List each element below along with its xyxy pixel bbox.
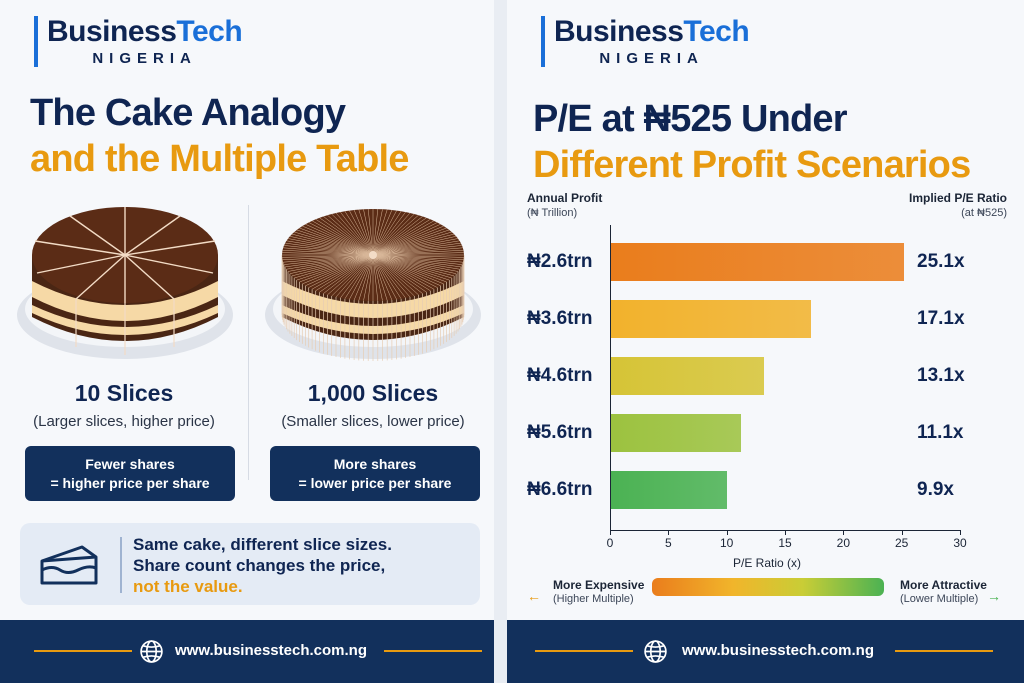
legend-right: More Attractive (Lower Multiple): [900, 578, 987, 606]
x-tick: [726, 530, 728, 535]
brand-logo-right: BusinessTech NIGERIA: [541, 15, 750, 67]
x-tick-label: 10: [719, 536, 734, 550]
legend-left-label: More Expensive: [553, 578, 645, 592]
cake-1000-box-line2: = lower price per share: [298, 475, 452, 491]
bar: [611, 243, 904, 281]
arrow-right-icon: →: [987, 588, 1001, 604]
value-label: 11.1x: [917, 422, 964, 443]
right-title: P/E at ₦525 Under Different Profit Scena…: [533, 96, 971, 188]
value-label: 9.9x: [917, 479, 954, 500]
footer-rule-right: [384, 650, 482, 652]
arrow-left-icon: ←: [527, 588, 541, 604]
globe-icon: [140, 640, 163, 663]
left-title: The Cake Analogy and the Multiple Table: [30, 90, 409, 182]
cake-1000-subtitle: (Smaller slices, lower price): [281, 413, 465, 430]
brand-sub: NIGERIA: [599, 50, 704, 67]
value-header: Implied P/E Ratio (at ₦525): [887, 191, 1007, 221]
cake-10-slices-illustration: [17, 207, 233, 359]
value-label: 25.1x: [917, 251, 965, 272]
x-axis-label: P/E Ratio (x): [732, 556, 801, 570]
bar: [611, 357, 764, 395]
cake-1000-share-box: More shares = lower price per share: [270, 446, 480, 501]
brand-name-b: Tech: [176, 15, 243, 48]
category-label: ₦2.6trn: [527, 251, 593, 272]
footer-rule-left: [34, 650, 132, 652]
brand-name-a: Business: [47, 15, 177, 48]
footer-url-link[interactable]: www.businesstech.com.ng: [175, 642, 367, 659]
left-title-line1: The Cake Analogy: [30, 92, 346, 134]
bar: [611, 300, 811, 338]
y-axis-line: [610, 225, 611, 530]
cake-1000-box-line1: More shares: [333, 456, 417, 472]
bar: [611, 471, 727, 509]
legend-left-sub: (Higher Multiple): [553, 593, 634, 605]
panel-divider: [248, 205, 249, 480]
legend-right-sub: (Lower Multiple): [900, 593, 979, 605]
brand-logo: BusinessTech NIGERIA: [34, 15, 243, 67]
footer-rule-left: [535, 650, 633, 652]
cake-10-box-line1: Fewer shares: [85, 456, 175, 472]
y-axis-title: Annual Profit: [527, 191, 603, 205]
category-label: ₦3.6trn: [527, 308, 593, 329]
cake-1000-title: 1,000 Slices: [307, 380, 439, 406]
value-label: 17.1x: [917, 308, 965, 329]
value-header-title: Implied P/E Ratio: [908, 191, 1007, 205]
globe-icon: [644, 640, 667, 663]
y-axis-header: Annual Profit (₦ Trillion): [527, 191, 602, 221]
legend-right-label: More Attractive: [900, 578, 987, 592]
category-label: ₦5.6trn: [527, 422, 593, 443]
x-tick: [960, 530, 961, 535]
left-panel: BusinessTech NIGERIA The Cake Analogy an…: [0, 0, 494, 683]
note-line3: not the value.: [133, 577, 243, 596]
x-tick-label: 0: [606, 536, 614, 550]
cake-1000-slices-illustration: [265, 209, 481, 361]
x-tick: [785, 530, 786, 535]
x-tick: [610, 530, 611, 535]
x-tick-label: 15: [778, 536, 792, 550]
right-title-line1: P/E at ₦525 Under: [533, 98, 848, 140]
category-label: ₦4.6trn: [527, 365, 593, 386]
brand-name-a: Business: [554, 15, 684, 48]
note-text: Same cake, different slice sizes. Share …: [133, 534, 392, 597]
x-tick-label: 20: [836, 536, 850, 550]
category-label: ₦6.6trn: [527, 479, 593, 500]
bar: [611, 414, 741, 452]
x-tick-label: 25: [894, 536, 909, 550]
footer-rule-right: [895, 650, 993, 652]
brand-name-b: Tech: [683, 15, 750, 48]
legend-left: More Expensive (Higher Multiple): [553, 578, 644, 606]
note-divider: [120, 537, 122, 593]
x-tick: [843, 530, 845, 535]
footer-url-link[interactable]: www.businesstech.com.ng: [682, 642, 874, 659]
value-header-sub: (at ₦525): [961, 207, 1007, 219]
x-tick-label: 30: [953, 536, 967, 550]
x-tick: [668, 530, 670, 535]
x-tick: [901, 530, 903, 535]
left-title-line2: and the Multiple Table: [30, 138, 409, 180]
x-tick-label: 5: [664, 536, 672, 550]
value-label: 13.1x: [917, 365, 965, 386]
note-line2: Share count changes the price,: [133, 556, 386, 575]
note-line1: Same cake, different slice sizes.: [133, 535, 392, 554]
cake-slice-icon: [40, 545, 98, 585]
cake-10-title: 10 Slices: [74, 380, 174, 406]
cake-10-share-box: Fewer shares = higher price per share: [25, 446, 235, 501]
cake-10-subtitle: (Larger slices, higher price): [33, 413, 215, 430]
right-footer: www.businesstech.com.ng: [507, 620, 1024, 683]
right-panel: BusinessTech NIGERIA P/E at ₦525 Under D…: [507, 0, 1024, 683]
left-footer: www.businesstech.com.ng: [0, 620, 494, 683]
note-card: Same cake, different slice sizes. Share …: [20, 523, 480, 605]
right-title-line2: Different Profit Scenarios: [533, 144, 971, 186]
cake-10-box-line2: = higher price per share: [50, 475, 210, 491]
legend-gradient-bar: [652, 578, 884, 596]
brand-sub: NIGERIA: [92, 50, 197, 67]
y-axis-unit: (₦ Trillion): [527, 207, 578, 219]
